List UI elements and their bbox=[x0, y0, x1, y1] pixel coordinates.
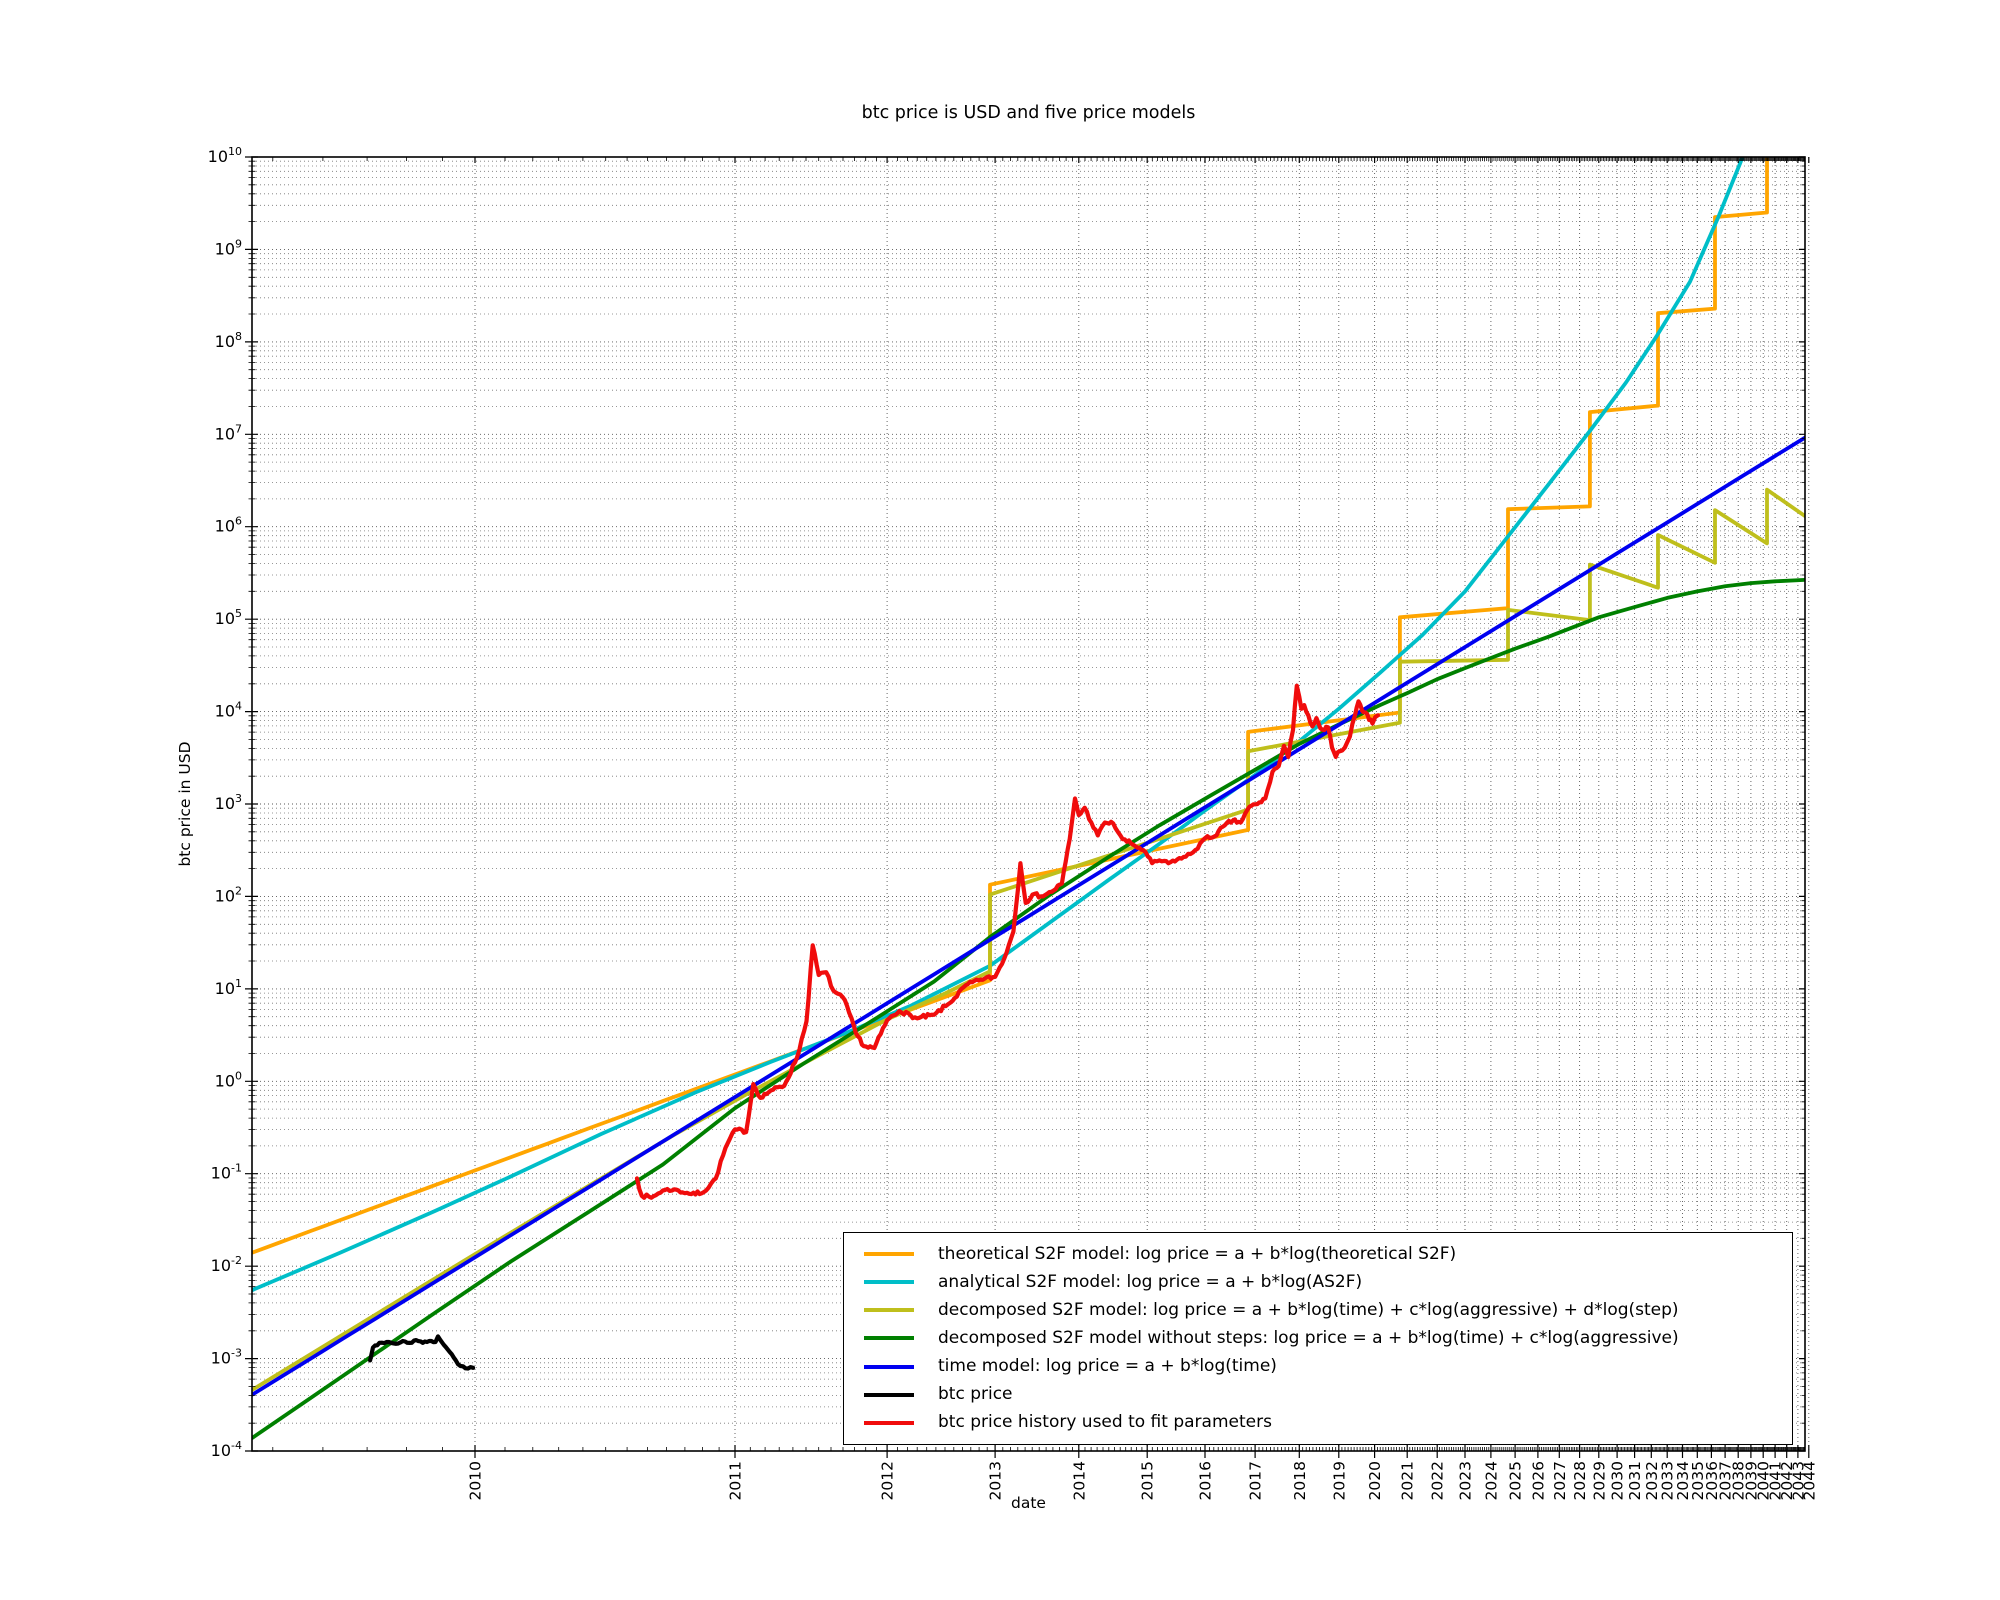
y-tick-label: 108 bbox=[215, 330, 242, 351]
legend-item-time-model: time model: log price = a + b*log(time) bbox=[844, 1358, 1792, 1375]
legend-swatch-decomposed-s2f-no-steps bbox=[864, 1336, 914, 1341]
x-tick-label: 2022 bbox=[1429, 1461, 1447, 1500]
legend-item-analytical-s2f: analytical S2F model: log price = a + b*… bbox=[844, 1271, 1792, 1292]
y-tick-label: 109 bbox=[215, 237, 242, 258]
x-tick-label: 2037 bbox=[1717, 1461, 1735, 1500]
legend-item-decomposed-s2f: decomposed S2F model: log price = a + b*… bbox=[844, 1299, 1792, 1320]
legend-label: time model: log price = a + b*log(time) bbox=[938, 1356, 1277, 1377]
x-tick-label: 2015 bbox=[1139, 1461, 1157, 1500]
series-btc-price bbox=[368, 1334, 476, 1371]
y-tick-label: 10-3 bbox=[211, 1347, 242, 1368]
y-tick-label: 101 bbox=[215, 977, 242, 998]
y-tick-label: 1010 bbox=[208, 145, 242, 166]
legend-label: analytical S2F model: log price = a + b*… bbox=[938, 1271, 1363, 1292]
y-tick-label: 106 bbox=[215, 515, 242, 536]
x-tick-label: 2041 bbox=[1767, 1461, 1785, 1500]
y-tick-label: 10-4 bbox=[211, 1439, 242, 1460]
x-tick-label: 2011 bbox=[727, 1461, 745, 1500]
x-tick-label: 2018 bbox=[1291, 1461, 1309, 1500]
x-tick-label: 2032 bbox=[1643, 1461, 1661, 1500]
y-tick-label: 104 bbox=[215, 700, 242, 721]
x-tick-label: 2019 bbox=[1330, 1461, 1348, 1500]
legend-swatch-btc-price-history bbox=[864, 1420, 914, 1425]
legend-swatch-theoretical-s2f bbox=[864, 1252, 914, 1257]
x-tick-label: 2023 bbox=[1457, 1461, 1475, 1500]
legend: theoretical S2F model: log price = a + b… bbox=[843, 1232, 1793, 1445]
legend-swatch-btc-price bbox=[864, 1392, 914, 1397]
y-tick-label: 10-2 bbox=[211, 1254, 242, 1275]
series-layer bbox=[252, 157, 1805, 1440]
x-tick-label: 2031 bbox=[1626, 1461, 1644, 1500]
y-tick-label: 10-1 bbox=[211, 1162, 242, 1183]
x-tick-label: 2036 bbox=[1703, 1461, 1721, 1500]
series-decomposed-s2f-no-steps bbox=[252, 578, 1805, 1440]
x-tick-label: 2026 bbox=[1529, 1461, 1547, 1500]
y-tick-label: 107 bbox=[215, 422, 242, 443]
x-tick-label: 2033 bbox=[1659, 1461, 1677, 1500]
x-tick-label: 2029 bbox=[1590, 1461, 1608, 1500]
x-tick-label: 2013 bbox=[987, 1461, 1005, 1500]
legend-item-btc-price: btc price bbox=[844, 1386, 1792, 1403]
x-tick-label: 2043 bbox=[1789, 1461, 1807, 1500]
x-tick-label: 2017 bbox=[1247, 1461, 1265, 1500]
x-tick-labels: 2010 2011 2012 2013 2014 2015 2016 2017 2018 2019… bbox=[467, 1461, 1819, 1500]
y-tick-label: 100 bbox=[215, 1069, 242, 1090]
legend-item-theoretical-s2f: theoretical S2F model: log price = a + b… bbox=[844, 1243, 1792, 1264]
x-tick-label: 2039 bbox=[1742, 1461, 1760, 1500]
legend-item-btc-price-history: btc price history used to fit parameters bbox=[844, 1414, 1792, 1431]
legend-swatch-analytical-s2f bbox=[864, 1280, 914, 1285]
legend-swatch-time-model bbox=[864, 1364, 914, 1369]
x-tick-label: 2014 bbox=[1070, 1461, 1088, 1500]
y-tick-label: 102 bbox=[215, 884, 242, 905]
series-time-model bbox=[252, 435, 1805, 1397]
legend-label: decomposed S2F model without steps: log … bbox=[938, 1327, 1679, 1348]
x-tick-label: 2035 bbox=[1689, 1461, 1707, 1500]
legend-swatch-decomposed-s2f bbox=[864, 1308, 914, 1313]
x-axis-label: date bbox=[1011, 1494, 1046, 1512]
chart-title: btc price is USD and five price models bbox=[861, 103, 1196, 123]
y-axis-label: btc price in USD bbox=[176, 741, 194, 867]
x-tick-label: 2010 bbox=[467, 1461, 485, 1500]
axis-ticks bbox=[245, 156, 1810, 1458]
x-tick-label: 2034 bbox=[1674, 1461, 1692, 1500]
legend-label: btc price history used to fit parameters bbox=[938, 1412, 1272, 1433]
x-tick-label: 2020 bbox=[1366, 1461, 1384, 1500]
x-tick-label: 2044 bbox=[1800, 1461, 1818, 1500]
x-tick-label: 2012 bbox=[879, 1461, 897, 1500]
legend-label: btc price bbox=[938, 1384, 1013, 1405]
y-tick-label: 105 bbox=[215, 607, 242, 628]
x-tick-label: 2025 bbox=[1507, 1461, 1525, 1500]
y-tick-label: 103 bbox=[215, 792, 242, 813]
y-tick-labels: 10-4 10-3 10-2 10-1 100 101 102 103 104 105 106 107… bbox=[208, 145, 242, 1460]
x-tick-label: 2024 bbox=[1482, 1461, 1500, 1500]
x-tick-label: 2016 bbox=[1197, 1461, 1215, 1500]
x-tick-label: 2028 bbox=[1571, 1461, 1589, 1500]
x-tick-label: 2021 bbox=[1399, 1461, 1417, 1500]
legend-label: decomposed S2F model: log price = a + b*… bbox=[938, 1299, 1679, 1320]
x-tick-label: 2027 bbox=[1551, 1461, 1569, 1500]
legend-label: theoretical S2F model: log price = a + b… bbox=[938, 1243, 1457, 1264]
x-tick-label: 2038 bbox=[1730, 1461, 1748, 1500]
x-tick-label: 2042 bbox=[1778, 1461, 1796, 1500]
x-tick-label: 2030 bbox=[1609, 1461, 1627, 1500]
series-btc-price-history bbox=[634, 683, 1380, 1200]
x-tick-label: 2040 bbox=[1755, 1461, 1773, 1500]
legend-item-decomposed-s2f-no-steps: decomposed S2F model without steps: log … bbox=[844, 1327, 1792, 1348]
